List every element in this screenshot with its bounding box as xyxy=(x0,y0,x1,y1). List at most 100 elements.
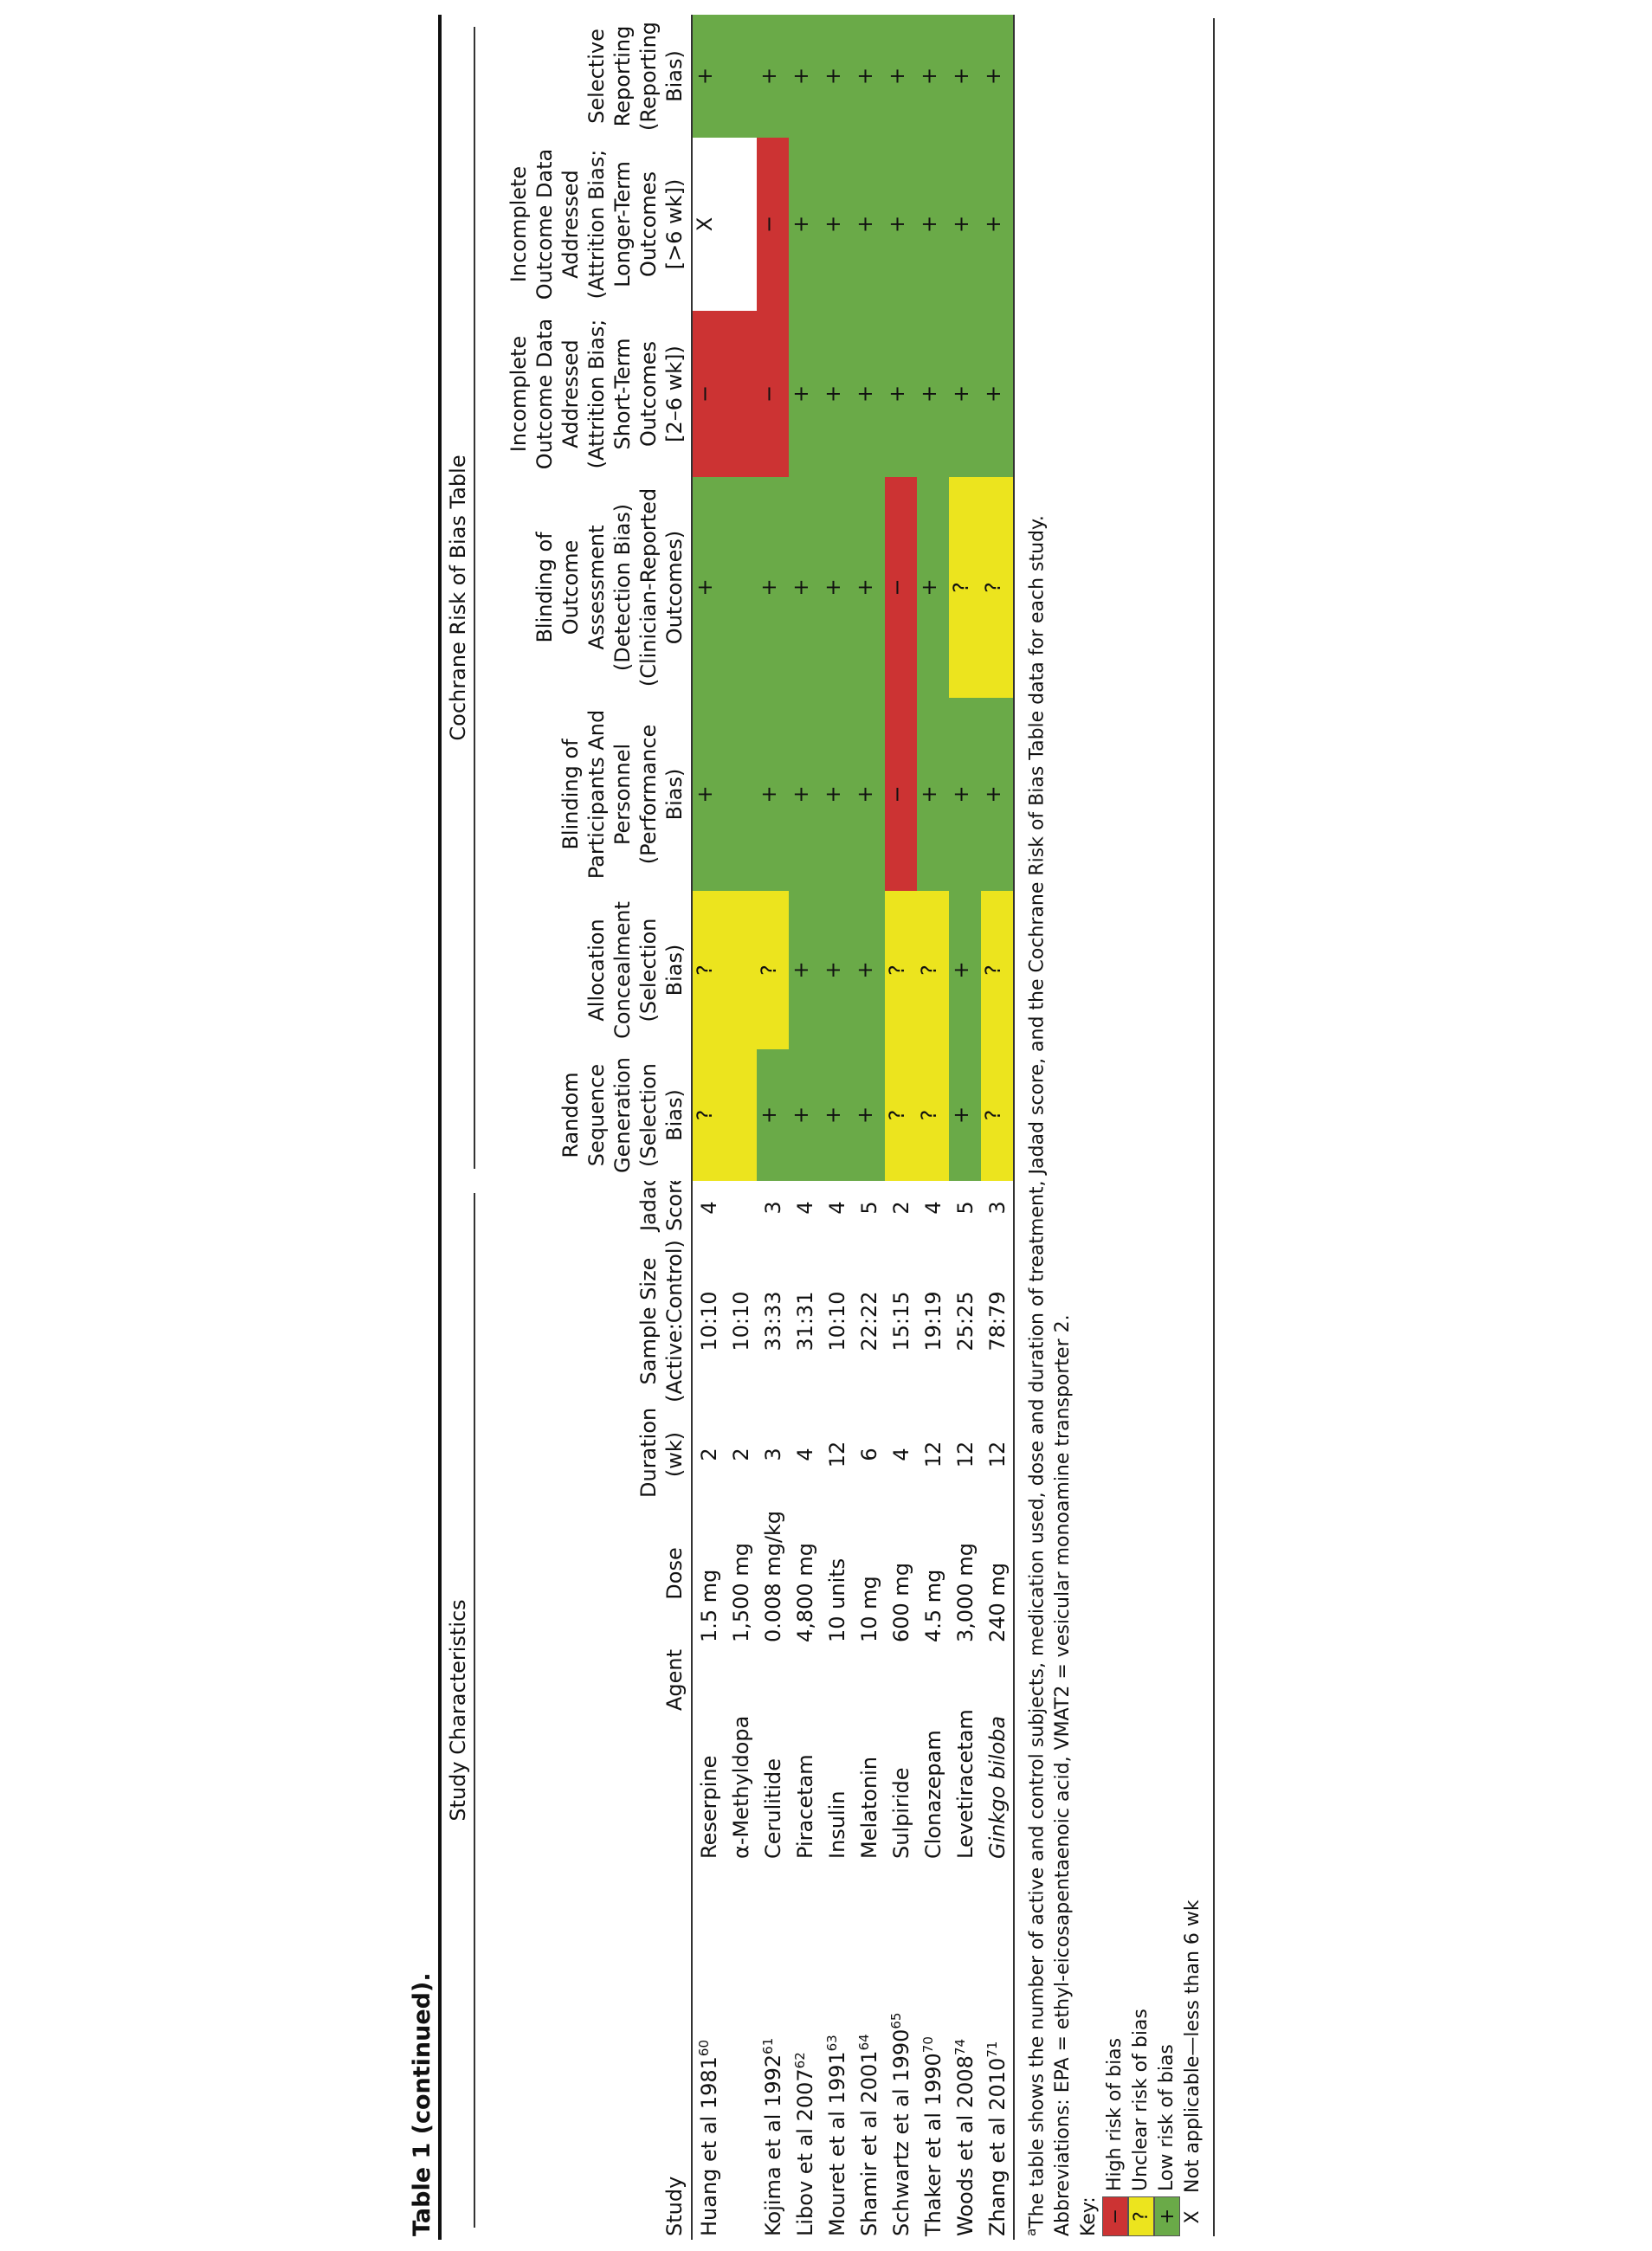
study: Libov et al 2007 xyxy=(793,2068,817,2236)
dose: 4,800 mg xyxy=(792,1543,817,1642)
study-cell: Zhang et al 201071 xyxy=(981,1862,1014,2240)
jadad-score: 4 xyxy=(920,1201,945,1215)
bias-cell: X xyxy=(692,137,757,311)
bias-cell: ? xyxy=(692,1048,757,1181)
duration: 12 xyxy=(952,1441,978,1468)
study: Zhang et al 2010 xyxy=(985,2057,1010,2236)
bias-cell: + xyxy=(917,697,949,891)
jadad-score: 3 xyxy=(760,1201,785,1215)
dose: 600 mg xyxy=(888,1562,913,1642)
bias-cell: + xyxy=(789,1048,821,1181)
bias-cell: + xyxy=(821,1048,853,1181)
agent: Insulin xyxy=(824,1790,849,1859)
bias-cell: + xyxy=(821,890,853,1049)
bias-cell: + xyxy=(821,310,853,477)
bias-cell: + xyxy=(949,697,981,891)
duration: 2 xyxy=(696,1448,721,1461)
column-header: Random Sequence Generation (Selection Bi… xyxy=(480,1048,692,1181)
sample-size: 25:25 xyxy=(952,1291,978,1351)
table-title: Table 1 (continued). xyxy=(407,15,442,2240)
sample-size: 33:33 xyxy=(760,1291,785,1351)
table-row: Kojima et al 199261 Cerulitide 0.008 mg/kg… xyxy=(757,14,789,2240)
study-cell: Libov et al 200762 xyxy=(789,1862,821,2240)
study-cell: Woods et al 200874 xyxy=(949,1862,981,2240)
jadad-score: 2 xyxy=(888,1201,913,1215)
footnote: aThe table shows the number of active an… xyxy=(1018,18,1050,2236)
table-row: Shamir et al 200164 Melatonin 10 mg 6 22:22 5… xyxy=(853,14,885,2240)
column-header: Duration (wk) xyxy=(480,1408,692,1501)
study-cell: Schwartz et al 199065 xyxy=(885,1862,917,2240)
duration: 12 xyxy=(981,1408,1014,1501)
bias-cell: + xyxy=(885,14,917,138)
bias-cell: + xyxy=(981,310,1014,477)
reference: 74 xyxy=(952,2038,968,2056)
reference: 70 xyxy=(920,2036,936,2054)
table-row: Woods et al 200874 Levetiracetam 3,000 mg 1… xyxy=(949,14,981,2240)
jadad-score: 3 xyxy=(981,1180,1014,1235)
reference: 63 xyxy=(824,2035,840,2052)
duration: 4 xyxy=(792,1448,817,1461)
sample-size: 10:10 xyxy=(824,1291,849,1351)
bias-cell: ? xyxy=(885,890,917,1049)
agent: Ginkgo biloba xyxy=(981,1646,1014,1862)
rule xyxy=(1213,18,1216,2236)
column-header: Agent xyxy=(480,1646,692,1862)
jadad-score: 5 xyxy=(856,1201,881,1215)
key-symbol: + xyxy=(1154,2196,1181,2236)
agent: Clonazepam xyxy=(920,1730,945,1859)
bias-cell: + xyxy=(757,14,789,138)
dose: 4.5 mg xyxy=(920,1569,945,1642)
key-symbol: X xyxy=(1182,2210,1204,2224)
column-header: Blinding of Participants And Personnel (… xyxy=(480,697,692,891)
study-cell xyxy=(725,1862,757,2240)
sample-size: 22:22 xyxy=(856,1291,881,1351)
key-item: + Low risk of bias xyxy=(1154,18,1181,2236)
bias-cell: + xyxy=(981,137,1014,311)
bias-cell: ? xyxy=(692,890,757,1049)
sample-size: 31:31 xyxy=(792,1291,817,1351)
dose: 10 units xyxy=(824,1558,849,1642)
study-cell: Thaker et al 199070 xyxy=(917,1862,949,2240)
agent: Piracetam xyxy=(792,1754,817,1859)
duration: 2 xyxy=(728,1448,753,1461)
study: Kojima et al 1992 xyxy=(761,2054,785,2236)
bias-cell: + xyxy=(821,14,853,138)
key-item: − High risk of bias xyxy=(1102,18,1129,2236)
bias-cell: − xyxy=(885,697,917,891)
abbreviations: Abbreviations: EPA = ethyl-eicosapentaen… xyxy=(1052,1314,1074,2236)
key-item: X Not applicable—less than 6 wk xyxy=(1180,18,1206,2236)
key-item: ? Unclear risk of bias xyxy=(1128,18,1155,2236)
bias-cell: ? xyxy=(949,476,981,698)
bias-cell: + xyxy=(981,697,1014,891)
reference: 61 xyxy=(760,2037,776,2054)
study-cell: Mouret et al 199163 xyxy=(821,1862,853,2240)
bias-cell: + xyxy=(949,890,981,1049)
column-header: Blinding of Outcome Assessment (Detectio… xyxy=(480,476,692,698)
column-header: Jadad Score xyxy=(480,1180,692,1235)
rotated-table: Table 1 (continued). Study Characteristi… xyxy=(407,14,1242,2240)
bias-cell: + xyxy=(853,697,885,891)
bias-cell: − xyxy=(885,476,917,698)
bias-cell: + xyxy=(853,137,885,311)
bias-cell: + xyxy=(853,476,885,698)
bias-cell: + xyxy=(885,310,917,477)
bias-cell: + xyxy=(757,697,789,891)
reference: 64 xyxy=(856,2034,872,2051)
bias-cell: + xyxy=(853,890,885,1049)
bias-cell: ? xyxy=(917,1048,949,1181)
bias-cell: + xyxy=(757,1048,789,1181)
table-row: Thaker et al 199070 Clonazepam 4.5 mg 12 19:… xyxy=(917,14,949,2240)
agent: α-Methyldopa xyxy=(728,1715,753,1859)
column-header: Selective Reporting (Reporting Bias) xyxy=(480,14,692,138)
bias-cell: + xyxy=(949,1048,981,1181)
table-row: Libov et al 200762 Piracetam 4,800 mg 4 31:3… xyxy=(789,14,821,2240)
dose: 1.5 mg xyxy=(696,1569,721,1642)
bias-cell: + xyxy=(692,697,757,891)
bias-cell: ? xyxy=(885,1048,917,1181)
table-row: Mouret et al 199163 Insulin 10 units 12 10:1… xyxy=(821,14,853,2240)
group-header: Study Characteristics xyxy=(442,1181,480,2240)
column-header: Allocation Concealment (Selection Bias) xyxy=(480,890,692,1049)
reference: 60 xyxy=(696,2039,712,2057)
jadad-score: 4 xyxy=(696,1201,721,1215)
